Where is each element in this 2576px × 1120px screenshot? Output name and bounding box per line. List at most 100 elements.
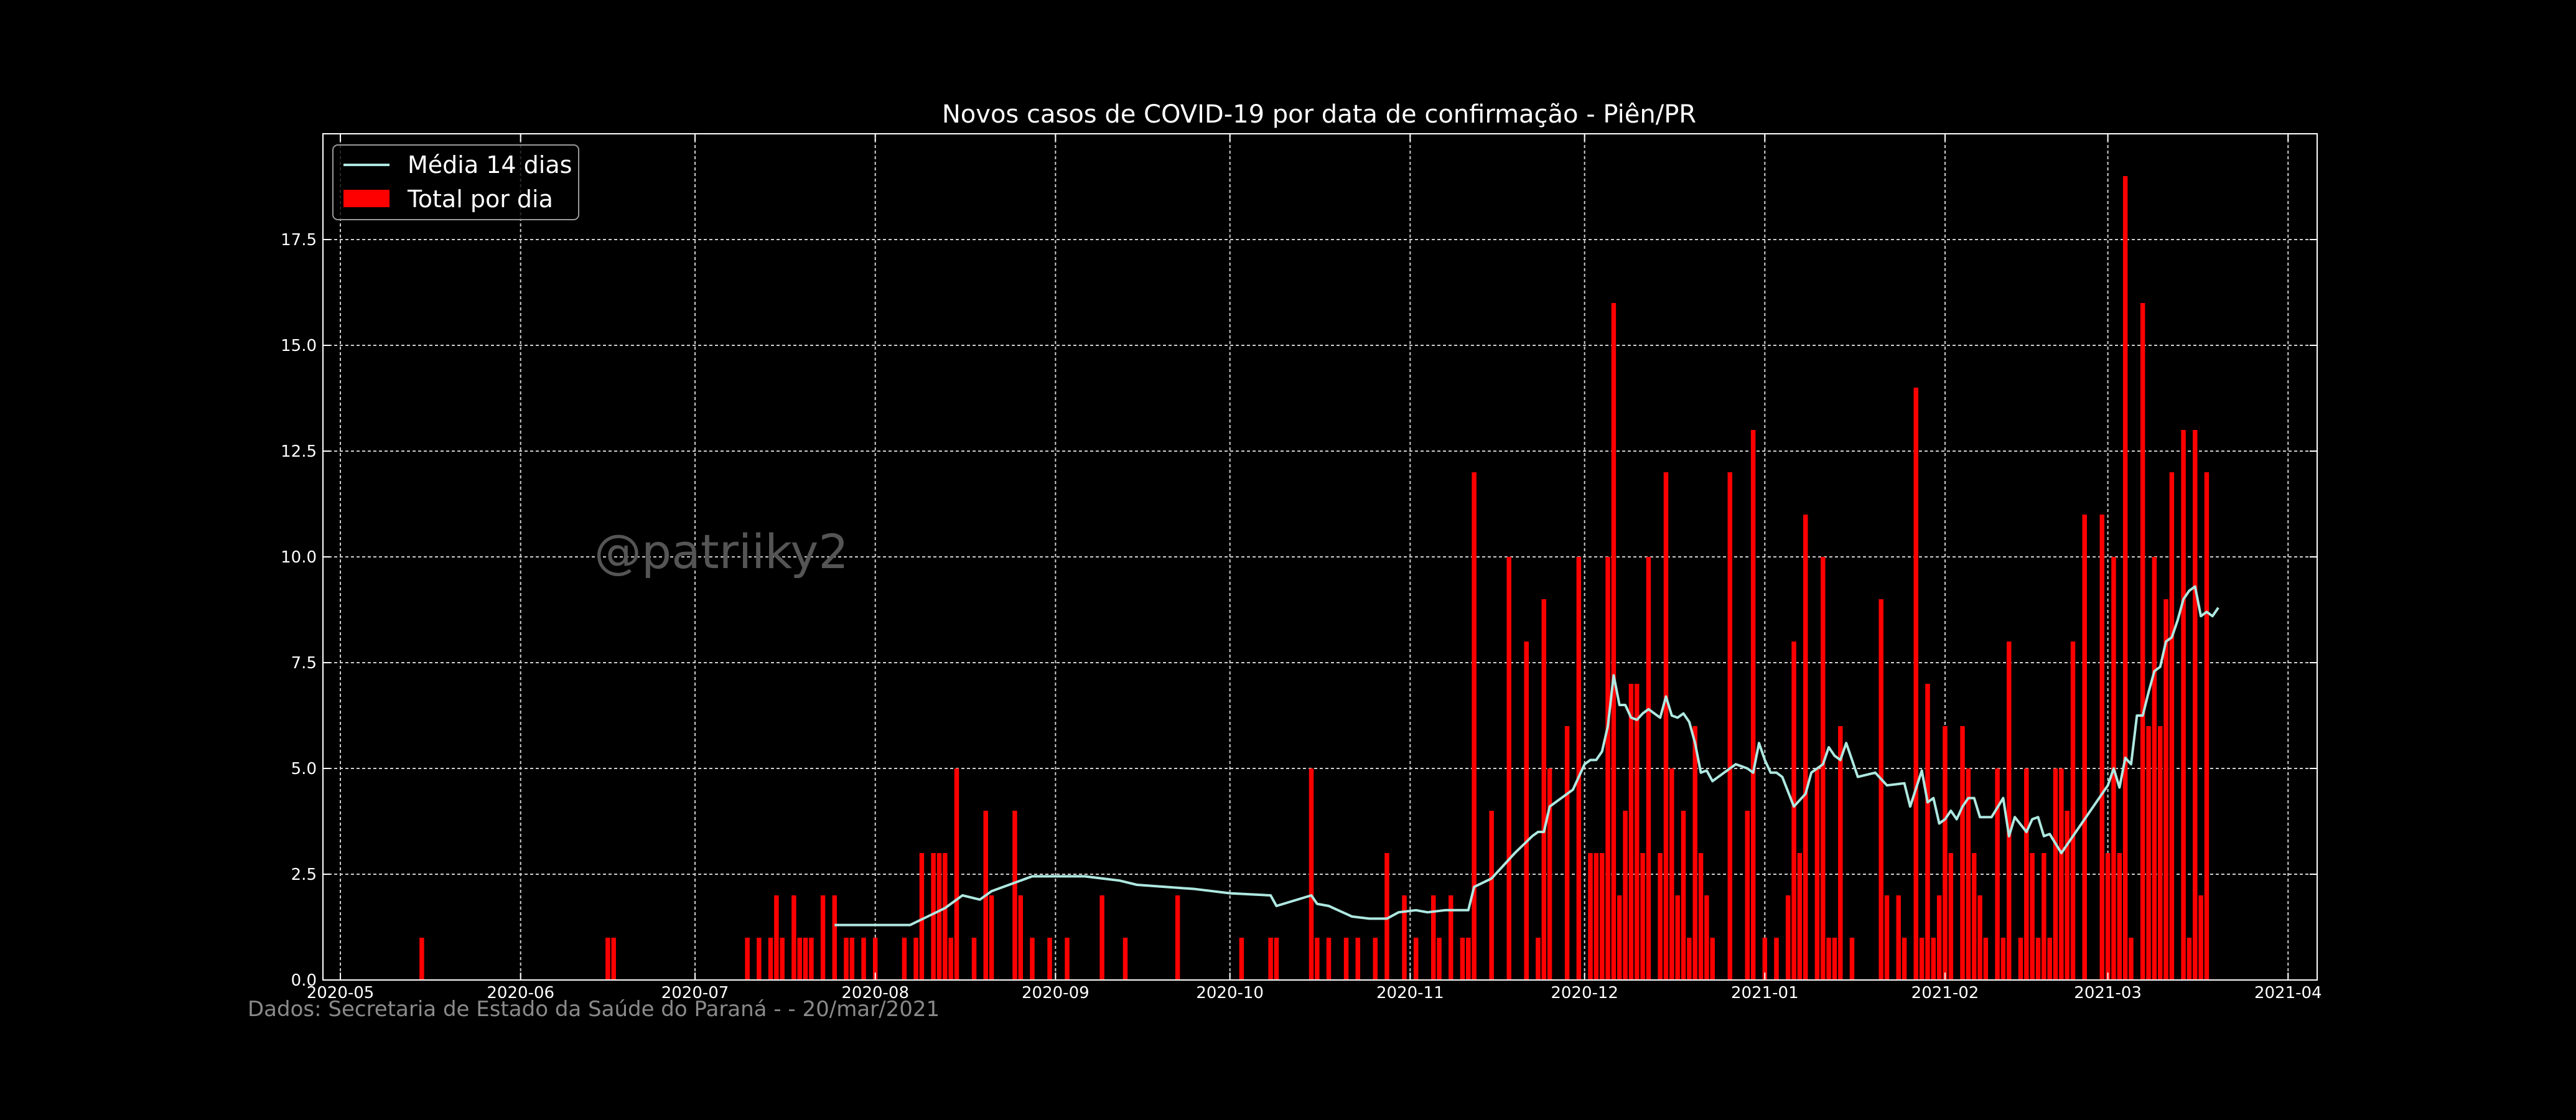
bar-daily-total bbox=[2047, 938, 2052, 980]
bar-daily-total bbox=[1430, 895, 1436, 980]
bar-daily-total bbox=[1588, 853, 1593, 980]
bar-daily-total bbox=[861, 938, 866, 980]
bar-daily-total bbox=[943, 853, 948, 980]
bar-daily-total bbox=[1239, 938, 1244, 980]
average-line-group bbox=[834, 585, 2219, 926]
bar-daily-total bbox=[1343, 938, 1349, 980]
bar-daily-total bbox=[1018, 895, 1024, 980]
bar-daily-total bbox=[1995, 768, 2000, 980]
bar-daily-total bbox=[2035, 938, 2041, 980]
x-tick-label: 2020-06 bbox=[487, 984, 554, 1002]
y-tick-label: 5.0 bbox=[291, 760, 317, 778]
bar-daily-total bbox=[2152, 557, 2157, 980]
footer-source: Dados: Secretaria de Estado da Saúde do … bbox=[248, 997, 940, 1022]
bar-daily-total bbox=[2204, 472, 2210, 980]
bar-daily-total bbox=[1489, 811, 1494, 980]
y-tick-label: 7.5 bbox=[291, 654, 317, 673]
x-tick-label: 2020-08 bbox=[841, 984, 909, 1002]
bar-daily-total bbox=[774, 895, 779, 980]
bar-daily-total bbox=[1122, 938, 1128, 980]
bar-daily-total bbox=[1913, 388, 1918, 980]
bar-daily-total bbox=[1605, 557, 1610, 980]
y-tick-label: 17.5 bbox=[281, 231, 317, 250]
watermark: @patriiky2 bbox=[594, 524, 849, 579]
bar-daily-total bbox=[844, 938, 849, 980]
bar-daily-total bbox=[849, 938, 855, 980]
bar-daily-total bbox=[2007, 642, 2012, 980]
legend-frame bbox=[332, 144, 579, 220]
bar-daily-total bbox=[1524, 642, 1529, 980]
x-tick-label: 2021-04 bbox=[2254, 984, 2322, 1002]
legend-bar-swatch bbox=[343, 190, 390, 207]
bar-daily-total bbox=[1902, 938, 1907, 980]
bar-daily-total bbox=[2117, 853, 2122, 980]
bar-daily-total bbox=[1640, 853, 1645, 980]
bar-daily-total bbox=[1826, 938, 1831, 980]
bar-daily-total bbox=[2186, 938, 2192, 980]
x-tick-label: 2021-01 bbox=[1731, 984, 1799, 1002]
grid bbox=[323, 134, 2317, 980]
bar-daily-total bbox=[1309, 768, 1314, 980]
bar-daily-total bbox=[1355, 938, 1360, 980]
bar-daily-total bbox=[2000, 938, 2006, 980]
bar-daily-total bbox=[1710, 938, 1715, 980]
bar-daily-total bbox=[2030, 853, 2035, 980]
bar-daily-total bbox=[1681, 811, 1686, 980]
bar-daily-total bbox=[1413, 938, 1419, 980]
bar-daily-total bbox=[2163, 599, 2168, 980]
legend: Média 14 dias Total por dia bbox=[332, 144, 579, 220]
legend-label-total: Total por dia bbox=[407, 185, 553, 213]
bar-daily-total bbox=[2157, 726, 2163, 980]
y-tick-label: 15.0 bbox=[281, 337, 317, 355]
bar-daily-total bbox=[1791, 642, 1796, 980]
bar-daily-total bbox=[1623, 811, 1628, 980]
bar-daily-total bbox=[1437, 938, 1442, 980]
bar-daily-total bbox=[1564, 726, 1570, 980]
plot-frame bbox=[322, 133, 2318, 981]
bar-daily-total bbox=[419, 938, 424, 980]
axes: 0.0 2.5 5.0 7.5 10.0 12.5 15.0 17.5 2020-05 2020-… bbox=[281, 133, 2322, 1002]
bar-daily-total bbox=[989, 895, 994, 980]
bar-daily-total bbox=[803, 938, 808, 980]
bar-daily-total bbox=[1675, 895, 1680, 980]
bar-daily-total bbox=[919, 853, 925, 980]
bar-daily-total bbox=[1750, 430, 1756, 980]
bar-daily-total bbox=[2122, 176, 2128, 980]
bar-daily-total bbox=[1943, 726, 1948, 980]
bar-daily-total bbox=[2105, 853, 2111, 980]
bar-daily-total bbox=[1774, 938, 1779, 980]
bar-daily-total bbox=[1449, 895, 1454, 980]
bar-daily-total bbox=[2146, 726, 2151, 980]
bar-daily-total bbox=[1274, 938, 1279, 980]
bar-daily-total bbox=[931, 853, 936, 980]
y-tick-label: 12.5 bbox=[281, 442, 317, 461]
bar-daily-total bbox=[1919, 938, 1925, 980]
x-tick-label: 2021-02 bbox=[1911, 984, 1979, 1002]
bar-daily-total bbox=[1727, 472, 1732, 980]
bar-daily-total bbox=[1931, 938, 1936, 980]
bar-daily-total bbox=[1099, 895, 1104, 980]
x-tick-label: 2020-09 bbox=[1022, 984, 1090, 1002]
bar-daily-total bbox=[1821, 557, 1826, 980]
bar-daily-total bbox=[1594, 853, 1599, 980]
bar-daily-total bbox=[745, 938, 750, 980]
bar-daily-total bbox=[872, 938, 878, 980]
bar-daily-total bbox=[1466, 938, 1471, 980]
bar-daily-total bbox=[797, 938, 802, 980]
bar-daily-total bbox=[1646, 557, 1651, 980]
bar-daily-total bbox=[913, 938, 918, 980]
bar-daily-total bbox=[1268, 938, 1273, 980]
bar-daily-total bbox=[2024, 768, 2029, 980]
y-tick-label: 0.0 bbox=[291, 971, 317, 990]
bar-daily-total bbox=[1832, 938, 1837, 980]
bar-daily-total bbox=[2082, 515, 2087, 980]
x-tick-label: 2020-10 bbox=[1196, 984, 1264, 1002]
bar-daily-total bbox=[2065, 811, 2070, 980]
bar-daily-total bbox=[1948, 853, 1954, 980]
bar-daily-total bbox=[2053, 768, 2058, 980]
bar-daily-total bbox=[954, 768, 959, 980]
bar-daily-total bbox=[2070, 642, 2076, 980]
bar-daily-total bbox=[1541, 599, 1546, 980]
bar-daily-total bbox=[2193, 430, 2198, 980]
